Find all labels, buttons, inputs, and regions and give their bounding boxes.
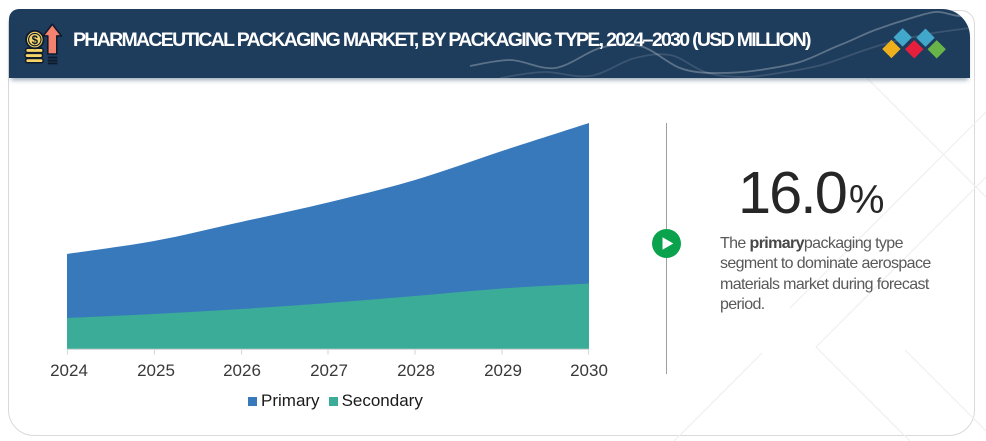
svg-text:$: $ (32, 35, 39, 47)
